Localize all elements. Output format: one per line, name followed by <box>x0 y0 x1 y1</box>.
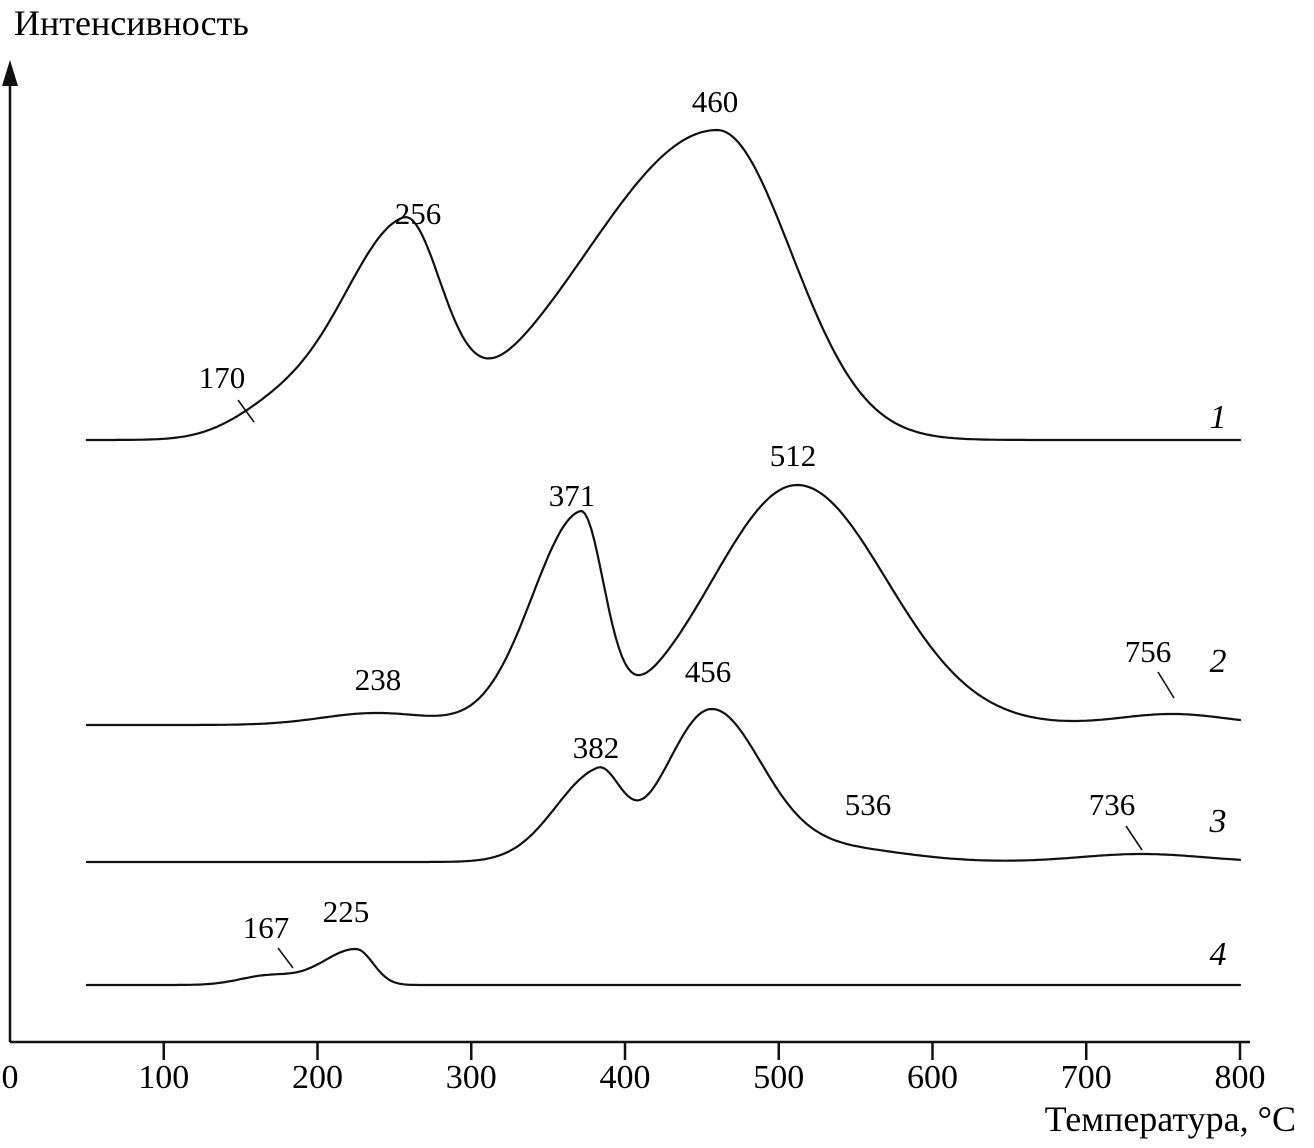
annotation-leader-170 <box>237 399 255 423</box>
curve-2 <box>85 483 1242 727</box>
x-tick-label: 100 <box>138 1059 189 1096</box>
curve-4 <box>85 947 1242 987</box>
peak-annotation-256: 256 <box>395 196 442 231</box>
x-axis-title: Температура, °C <box>1044 1099 1296 1139</box>
annotation-leader-736 <box>1125 825 1143 851</box>
y-axis-arrow-icon <box>2 60 18 86</box>
peak-annotation-512: 512 <box>770 438 817 473</box>
x-tick-label: 500 <box>753 1059 804 1096</box>
peak-annotation-170: 170 <box>199 360 246 395</box>
y-axis-title: Интенсивность <box>14 3 249 43</box>
peak-annotation-371: 371 <box>549 478 596 513</box>
peak-annotation-382: 382 <box>573 730 620 765</box>
peak-annotation-536: 536 <box>845 787 892 822</box>
x-tick-label: 0 <box>2 1059 19 1096</box>
x-tick-label: 600 <box>907 1059 958 1096</box>
peak-annotation-736: 736 <box>1089 787 1136 822</box>
curve-1 <box>85 128 1242 442</box>
annotation-leader-756 <box>1157 671 1175 699</box>
peak-annotation-456: 456 <box>685 654 732 689</box>
peak-annotation-225: 225 <box>323 894 370 929</box>
curve-3 <box>85 707 1242 864</box>
x-tick-label: 700 <box>1061 1059 1112 1096</box>
peak-annotation-167: 167 <box>243 910 290 945</box>
curve-label-1: 1 <box>1210 399 1227 436</box>
curve-label-4: 4 <box>1210 936 1227 973</box>
peak-annotation-460: 460 <box>692 84 739 119</box>
curve-label-2: 2 <box>1210 643 1227 680</box>
annotation-leader-167 <box>277 947 294 969</box>
x-tick-label: 400 <box>600 1059 651 1096</box>
peak-annotation-238: 238 <box>355 662 402 697</box>
x-tick-label: 200 <box>292 1059 343 1096</box>
curve-label-3: 3 <box>1209 803 1227 840</box>
x-tick-label: 800 <box>1215 1059 1266 1096</box>
peak-annotation-756: 756 <box>1125 634 1172 669</box>
x-tick-label: 300 <box>446 1059 497 1096</box>
